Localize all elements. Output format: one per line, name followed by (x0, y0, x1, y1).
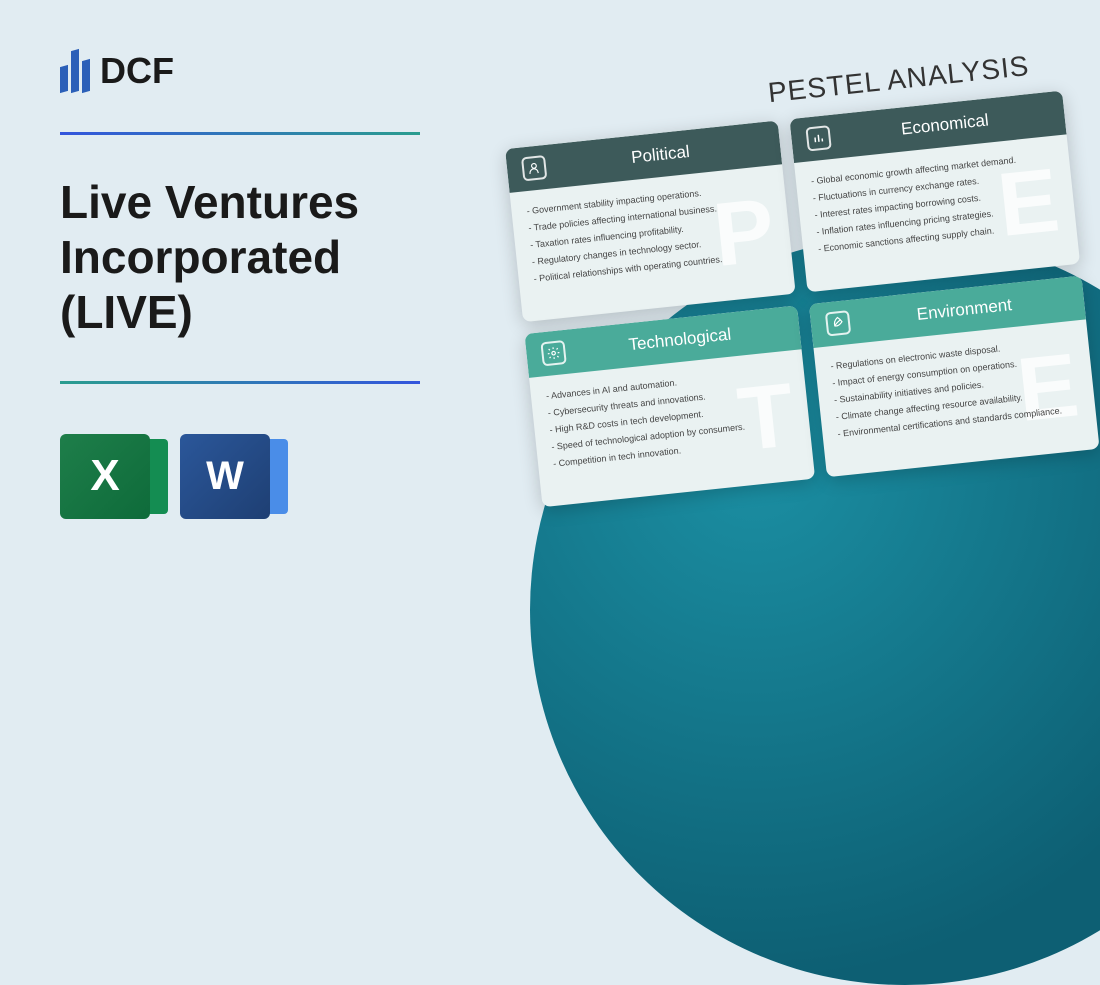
gear-icon (540, 340, 566, 366)
app-icons: X W (60, 434, 480, 519)
pestel-card-environment: EnvironmentE- Regulations on electronic … (809, 276, 1100, 478)
divider-top (60, 132, 420, 135)
leaf-icon (825, 310, 851, 336)
card-body: P- Government stability impacting operat… (510, 164, 796, 322)
excel-icon: X (60, 434, 150, 519)
logo-text: DCF (100, 50, 174, 92)
card-body: E- Global economic growth affecting mark… (794, 134, 1080, 292)
pestel-card-economical: EconomicalE- Global economic growth affe… (789, 91, 1080, 293)
left-panel: DCF Live Ventures Incorporated (LIVE) X … (60, 50, 480, 519)
user-icon (521, 155, 547, 181)
pestel-container: PESTEL ANALYSIS PoliticalP- Government s… (500, 47, 1099, 507)
logo: DCF (60, 50, 480, 92)
divider-bottom (60, 381, 420, 384)
page-title: Live Ventures Incorporated (LIVE) (60, 175, 480, 341)
cards-grid: PoliticalP- Government stability impacti… (505, 91, 1100, 508)
pestel-card-political: PoliticalP- Government stability impacti… (505, 120, 796, 322)
logo-bars-icon (60, 50, 90, 92)
chart-icon (805, 125, 831, 151)
word-icon: W (180, 434, 270, 519)
pestel-card-technological: TechnologicalT- Advances in AI and autom… (524, 305, 815, 507)
